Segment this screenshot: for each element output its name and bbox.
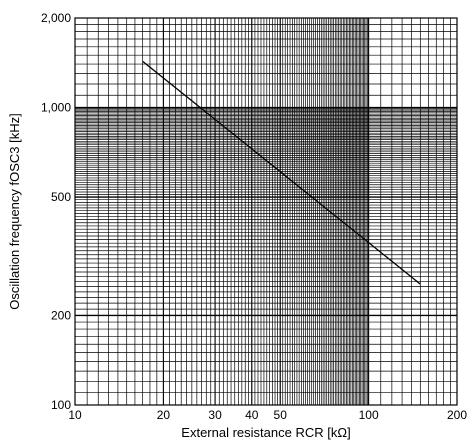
x-tick-label: 200 xyxy=(447,408,467,422)
data-marks xyxy=(142,60,421,285)
x-tick-label: 50 xyxy=(274,408,288,422)
y-tick-label: 200 xyxy=(51,308,71,322)
x-tick-labels: 10 20 30 40 50 100 200 xyxy=(68,408,467,422)
x-tick-label: 20 xyxy=(157,408,171,422)
y-axis-title: Oscillation frequency fOSC3 [kHz] xyxy=(7,113,22,310)
y-tick-label: 100 xyxy=(51,398,71,412)
grid xyxy=(75,18,457,405)
x-axis-title: External resistance RCR [kΩ] xyxy=(181,425,350,440)
y-tick-label: 1,000 xyxy=(41,101,71,115)
x-tick-label: 30 xyxy=(208,408,222,422)
x-tick-label: 40 xyxy=(245,408,259,422)
series-line xyxy=(142,60,421,285)
y-tick-label: 500 xyxy=(51,190,71,204)
x-tick-label: 100 xyxy=(359,408,379,422)
y-tick-label: 2,000 xyxy=(41,11,71,25)
x-tick-label: 10 xyxy=(68,408,82,422)
plot-frame xyxy=(74,17,458,406)
y-tick-labels: 100 200 500 1,000 2,000 xyxy=(41,11,71,412)
